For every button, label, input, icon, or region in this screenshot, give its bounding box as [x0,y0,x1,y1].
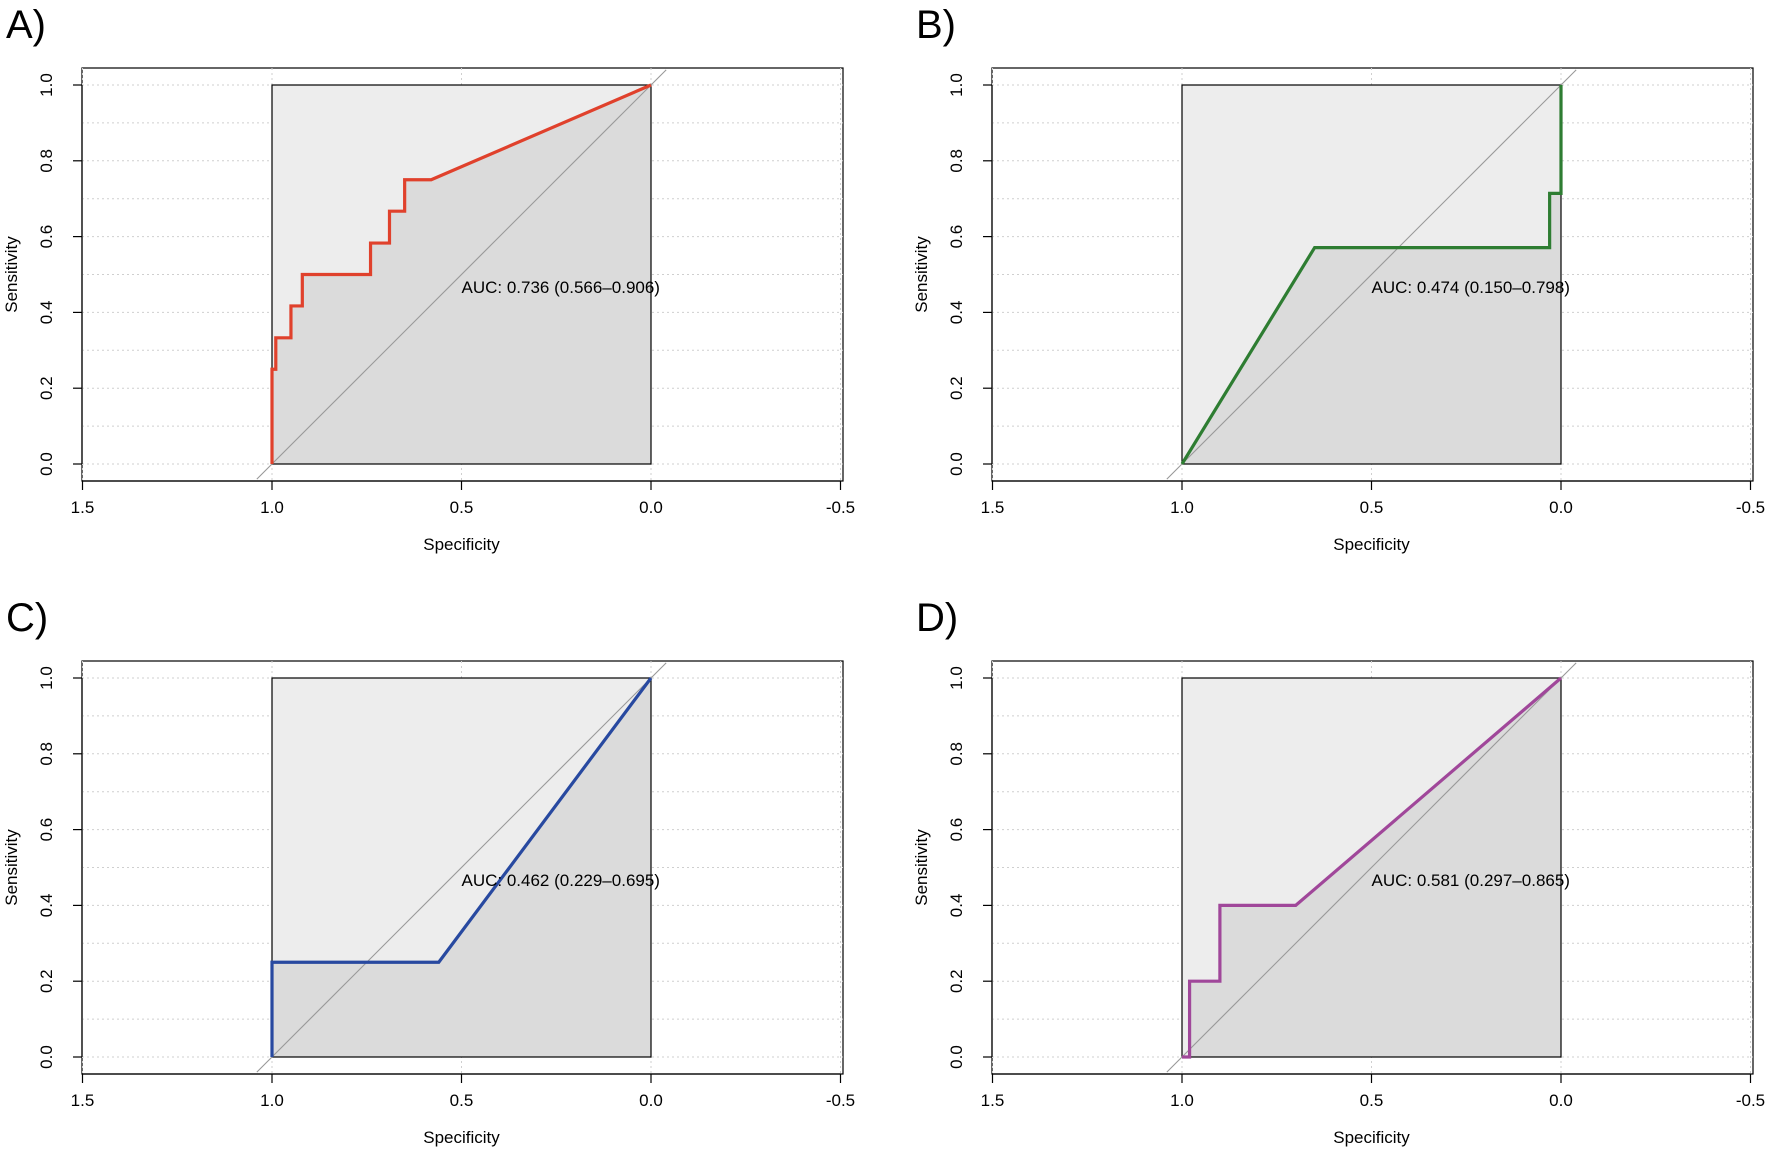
y-axis-label: Sensitivity [912,236,931,313]
y-tick-label: 0.8 [947,149,966,173]
diagonal-reference-line [1166,69,1577,480]
roc-panel-d: D) AUC: 0.581 (0.297–0.865) 1.5 1.0 0.5 0.0 -0… [912,596,1765,1147]
x-tick-label: -0.5 [1736,498,1765,517]
x-axis-label: Specificity [423,535,500,554]
y-tick-label: 1.0 [947,73,966,97]
y-tick-label: 0.6 [37,225,56,249]
x-tick-label: -0.5 [826,1091,855,1110]
x-tick-label: 0.5 [1360,498,1384,517]
x-tick-label: 1.5 [981,498,1005,517]
x-tick-label: -0.5 [1736,1091,1765,1110]
y-tick-label: 0.6 [37,818,56,842]
x-axis-label: Specificity [423,1128,500,1147]
y-tick-label: 0.4 [37,301,56,325]
y-tick-label: 0.6 [947,225,966,249]
y-axis-label: Sensitivity [912,829,931,906]
y-tick-label: 0.2 [37,376,56,400]
y-tick-label: 0.4 [37,894,56,918]
y-tick-label: 0.2 [947,969,966,993]
x-tick-label: 0.0 [1549,1091,1573,1110]
diagonal-reference-line [256,69,667,480]
y-tick-label: 0.0 [37,452,56,476]
roc-square-outline [271,84,652,465]
roc-square-outline [1181,677,1562,1058]
y-axis-label: Sensitivity [2,236,21,313]
y-tick-label: 0.0 [947,1045,966,1069]
roc-square-outline [1181,84,1562,465]
panel-label: C) [6,596,48,640]
x-tick-label: 1.0 [1170,498,1194,517]
x-tick-label: 1.5 [981,1091,1005,1110]
y-tick-label: 0.0 [947,452,966,476]
x-axis-label: Specificity [1333,535,1410,554]
auc-label: AUC: 0.474 (0.150–0.798) [1372,278,1570,297]
auc-label: AUC: 0.581 (0.297–0.865) [1372,871,1570,890]
roc-panel-b: B) AUC: 0.474 (0.150–0.798) 1.5 1.0 0.5 0.0 -0… [912,3,1765,554]
x-tick-label: 0.0 [1549,498,1573,517]
roc-curve [1180,85,1563,465]
x-tick-label: 0.5 [450,498,474,517]
roc-square-outline [271,677,652,1058]
y-tick-label: 1.0 [37,666,56,690]
x-tick-label: 0.0 [639,498,663,517]
x-tick-label: 0.5 [1360,1091,1384,1110]
y-tick-label: 0.2 [947,376,966,400]
roc-panel-c: C) AUC: 0.462 (0.229–0.695) 1.5 1.0 0.5 0.0 -0… [2,596,855,1147]
auc-label: AUC: 0.736 (0.566–0.906) [462,278,660,297]
panel-label: D) [916,596,958,640]
diagonal-reference-line [256,662,667,1073]
x-tick-label: 0.5 [450,1091,474,1110]
x-tick-label: 1.0 [260,498,284,517]
x-tick-label: 1.5 [71,1091,95,1110]
y-tick-label: 0.4 [947,301,966,325]
panel-label: A) [6,3,46,47]
x-tick-label: 0.0 [639,1091,663,1110]
y-tick-label: 0.0 [37,1045,56,1069]
x-axis-label: Specificity [1333,1128,1410,1147]
y-tick-label: 0.8 [37,742,56,766]
panel-label: B) [916,3,956,47]
diagonal-reference-line [1166,662,1577,1073]
y-axis-label: Sensitivity [2,829,21,906]
x-tick-label: 1.0 [1170,1091,1194,1110]
y-tick-label: 0.8 [947,742,966,766]
y-tick-label: 0.8 [37,149,56,173]
x-tick-label: 1.5 [71,498,95,517]
y-tick-label: 0.4 [947,894,966,918]
y-tick-label: 0.2 [37,969,56,993]
roc-curve [270,83,652,464]
y-tick-label: 0.6 [947,818,966,842]
roc-curve [1182,676,1563,1059]
y-tick-label: 1.0 [37,73,56,97]
auc-label: AUC: 0.462 (0.229–0.695) [462,871,660,890]
y-tick-label: 1.0 [947,666,966,690]
x-tick-label: -0.5 [826,498,855,517]
roc-curve [270,677,653,1057]
roc-panel-a: A) AUC: 0.736 (0.566–0.906) 1.5 1.0 0.5 0.0 -0… [2,3,855,554]
x-tick-label: 1.0 [260,1091,284,1110]
